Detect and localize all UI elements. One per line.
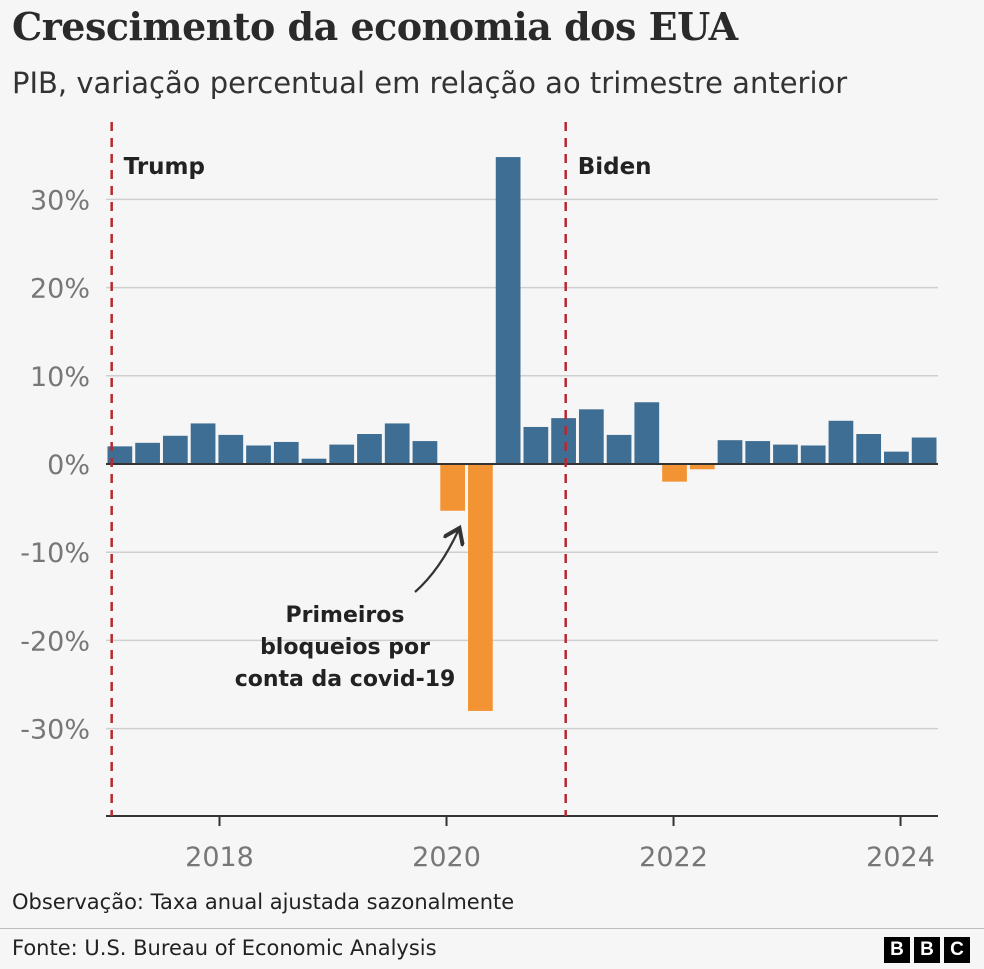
annotation-text-line: bloqueios por (260, 635, 430, 660)
gdp-bar-chart: 30% 20% 10% 0% -10% -20% -30% 2018 2020 2022 2024… (20, 122, 938, 873)
bar-2020-t4 (523, 426, 549, 464)
bar-2021-t2 (578, 409, 604, 464)
bar-2017-t3 (162, 435, 188, 464)
bar-2022-t2 (689, 464, 715, 470)
bar-2023-t3 (828, 420, 854, 464)
bar-2019-t1 (329, 444, 355, 464)
bar-2018-t3 (273, 441, 299, 464)
bar-2022-t1 (662, 464, 687, 482)
x-tick-label: 2020 (412, 842, 481, 873)
bar-2017-t1 (107, 446, 133, 464)
bar-2020-t2 (468, 464, 493, 711)
bbc-logo-letter: B (914, 937, 940, 963)
bar-2019-t2 (357, 434, 382, 464)
gridlines (106, 198, 938, 730)
bbc-logo: B B C (884, 937, 970, 963)
bar-2017-t2 (135, 442, 160, 464)
chart-note: Observação: Taxa anual ajustada sazonalm… (12, 890, 515, 914)
chart-source: Fonte: U.S. Bureau of Economic Analysis (12, 936, 437, 960)
x-tick-label: 2024 (866, 842, 935, 873)
bar-2024-t1 (884, 451, 909, 464)
x-tick-label: 2022 (639, 842, 708, 873)
bar-2019-t3 (384, 423, 410, 464)
bbc-logo-letter: B (884, 937, 910, 963)
y-tick-label: -20% (20, 626, 90, 657)
y-tick-label: -30% (20, 715, 90, 746)
bar-2020-t3 (495, 157, 521, 464)
chart-subtitle: PIB, variação percentual em relação ao t… (12, 66, 848, 100)
y-tick-label: 0% (47, 450, 90, 481)
x-tick-label: 2018 (185, 842, 254, 873)
annotation-text-line: Primeiros (286, 603, 405, 628)
bar-2023-t4 (856, 434, 882, 464)
bar-2017-t4 (190, 423, 216, 464)
bar-2018-t4 (301, 458, 327, 464)
marker-label-trump: Trump (124, 154, 205, 180)
bar-2020-t1 (440, 464, 466, 511)
y-tick-label: -10% (20, 538, 90, 569)
bars (107, 157, 937, 711)
bar-2018-t2 (246, 445, 271, 464)
footer-divider (0, 928, 984, 929)
bar-2021-t1 (551, 418, 576, 464)
bar-2021-t4 (634, 402, 660, 464)
chart-title: Crescimento da economia dos EUA (12, 4, 738, 49)
bar-2022-t4 (745, 441, 771, 464)
y-tick-label: 20% (30, 274, 90, 305)
bar-2024-t2 (911, 437, 937, 464)
x-axis: 2018 2020 2022 2024 (106, 815, 938, 873)
president-markers: Trump Biden (110, 122, 652, 816)
y-tick-label: 30% (30, 185, 90, 216)
y-axis-tick-labels: 30% 20% 10% 0% -10% -20% -30% (20, 185, 90, 745)
bar-2021-t3 (606, 434, 632, 464)
bar-2023-t1 (773, 444, 798, 464)
marker-label-biden: Biden (578, 154, 652, 180)
y-tick-label: 10% (30, 362, 90, 393)
annotations: Primeiros bloqueios por conta da covid-19 (235, 530, 459, 692)
bar-2022-t3 (717, 440, 743, 464)
bar-2018-t1 (218, 434, 244, 464)
annotation-text-line: conta da covid-19 (235, 667, 456, 692)
bbc-logo-letter: C (944, 937, 970, 963)
bar-2019-t4 (412, 441, 438, 464)
annotation-arrow (414, 530, 459, 593)
bar-2023-t2 (800, 445, 826, 464)
